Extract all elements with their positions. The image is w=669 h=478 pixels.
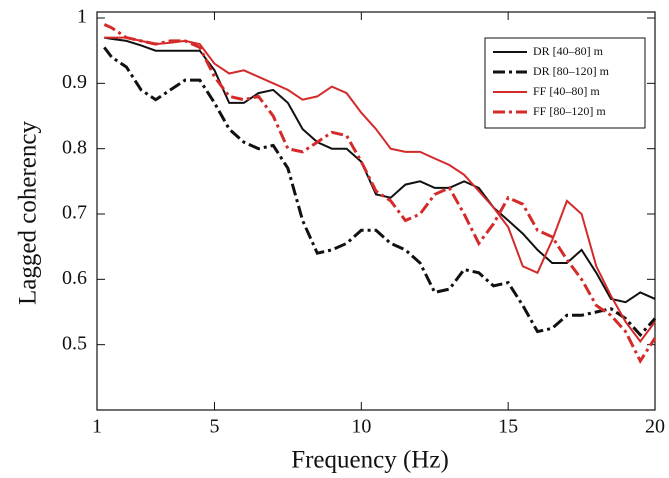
x-tick-label: 1 xyxy=(92,416,102,438)
legend-label: DR [40–80] m xyxy=(533,44,604,58)
x-tick-label: 20 xyxy=(645,416,665,438)
legend: DR [40–80] m DR [80–120] m FF [40–80] m FF … xyxy=(484,37,646,129)
y-tick-label: 0.5 xyxy=(62,332,87,354)
y-axis-label: Lagged coherency xyxy=(15,121,42,305)
legend-label: DR [80–120] m xyxy=(533,64,610,78)
data-line xyxy=(103,46,657,338)
data-line xyxy=(104,36,656,344)
legend-label: FF [40–80] m xyxy=(533,84,600,98)
data-line xyxy=(104,36,656,304)
x-axis-label: Frequency (Hz) xyxy=(291,447,449,474)
y-tick-label: 0.9 xyxy=(62,71,87,93)
y-tick-label: 0.7 xyxy=(62,202,87,224)
data-line xyxy=(103,23,657,365)
y-tick-label: 0.8 xyxy=(62,136,87,158)
legend-label: FF [80–120] m xyxy=(533,104,606,118)
x-tick-label: 10 xyxy=(351,416,371,438)
y-tick-label: 0.6 xyxy=(62,267,87,289)
x-tick-label: 5 xyxy=(209,416,219,438)
y-tick-label: 1 xyxy=(77,6,87,28)
plot-frame xyxy=(96,11,656,411)
x-tick-label: 15 xyxy=(498,416,518,438)
